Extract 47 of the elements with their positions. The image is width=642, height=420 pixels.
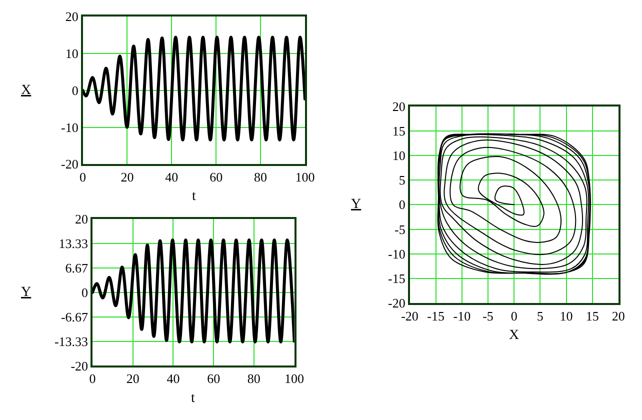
- x-tick-label: 100: [295, 170, 315, 185]
- x-tick-label: 15: [586, 308, 599, 324]
- y-tick-label: 6.67: [65, 260, 89, 276]
- x-tick-label: 20: [612, 308, 625, 324]
- x-tick-label: 60: [207, 371, 220, 386]
- y-tick-label: 10: [65, 46, 78, 62]
- x-tick-label: -5: [482, 308, 494, 324]
- x-tick-label: 80: [247, 371, 260, 386]
- x-tick-label: 0: [510, 308, 518, 324]
- line-series: [82, 36, 305, 142]
- y-tick-label: -13.33: [54, 334, 88, 349]
- y-tick-label: 0: [72, 82, 78, 98]
- x-tick-label: -10: [453, 308, 471, 324]
- y-tick-label: -20: [70, 358, 88, 374]
- y-axis-title: Y: [21, 285, 32, 300]
- x-tick-label: 60: [210, 170, 223, 185]
- x-axis-title: t: [192, 189, 196, 204]
- y-tick-label: -5: [394, 222, 406, 237]
- y-tick-label: 0: [398, 197, 406, 212]
- y-axis-title: Y: [351, 197, 362, 212]
- line-series: [437, 133, 591, 275]
- y-tick-label: 20: [75, 212, 88, 227]
- y-tick-label: -6.67: [60, 309, 89, 324]
- line-series: [92, 238, 294, 344]
- y-tick-label: -10: [61, 120, 78, 135]
- y-tick-label: -10: [388, 246, 406, 262]
- y-tick-label: 13.33: [58, 236, 88, 252]
- y-tick-label: 0: [82, 284, 88, 300]
- y-tick-label: 15: [392, 123, 406, 138]
- y-tick-label: 20: [392, 98, 406, 114]
- x-tick-label: 40: [165, 170, 178, 185]
- y-tick-label: -15: [388, 271, 406, 286]
- y-tick-label: 20: [65, 9, 78, 24]
- x-tick-label: 80: [254, 170, 268, 185]
- x-tick-label: 20: [126, 371, 140, 386]
- y-axis-title: X: [21, 83, 32, 98]
- y-tick-label: 10: [392, 148, 406, 164]
- x-tick-label: 40: [166, 371, 180, 386]
- x-tick-label: 20: [120, 170, 134, 185]
- y-tick-label: -20: [388, 296, 406, 311]
- x-tick-label: 100: [284, 371, 304, 386]
- y-tick-label: -20: [61, 156, 78, 172]
- x-axis-title: t: [191, 391, 195, 406]
- x-axis-title: X: [509, 328, 520, 343]
- x-tick-label: 5: [536, 308, 544, 324]
- x-tick-label: 10: [560, 308, 573, 324]
- x-tick-label: -15: [427, 308, 445, 324]
